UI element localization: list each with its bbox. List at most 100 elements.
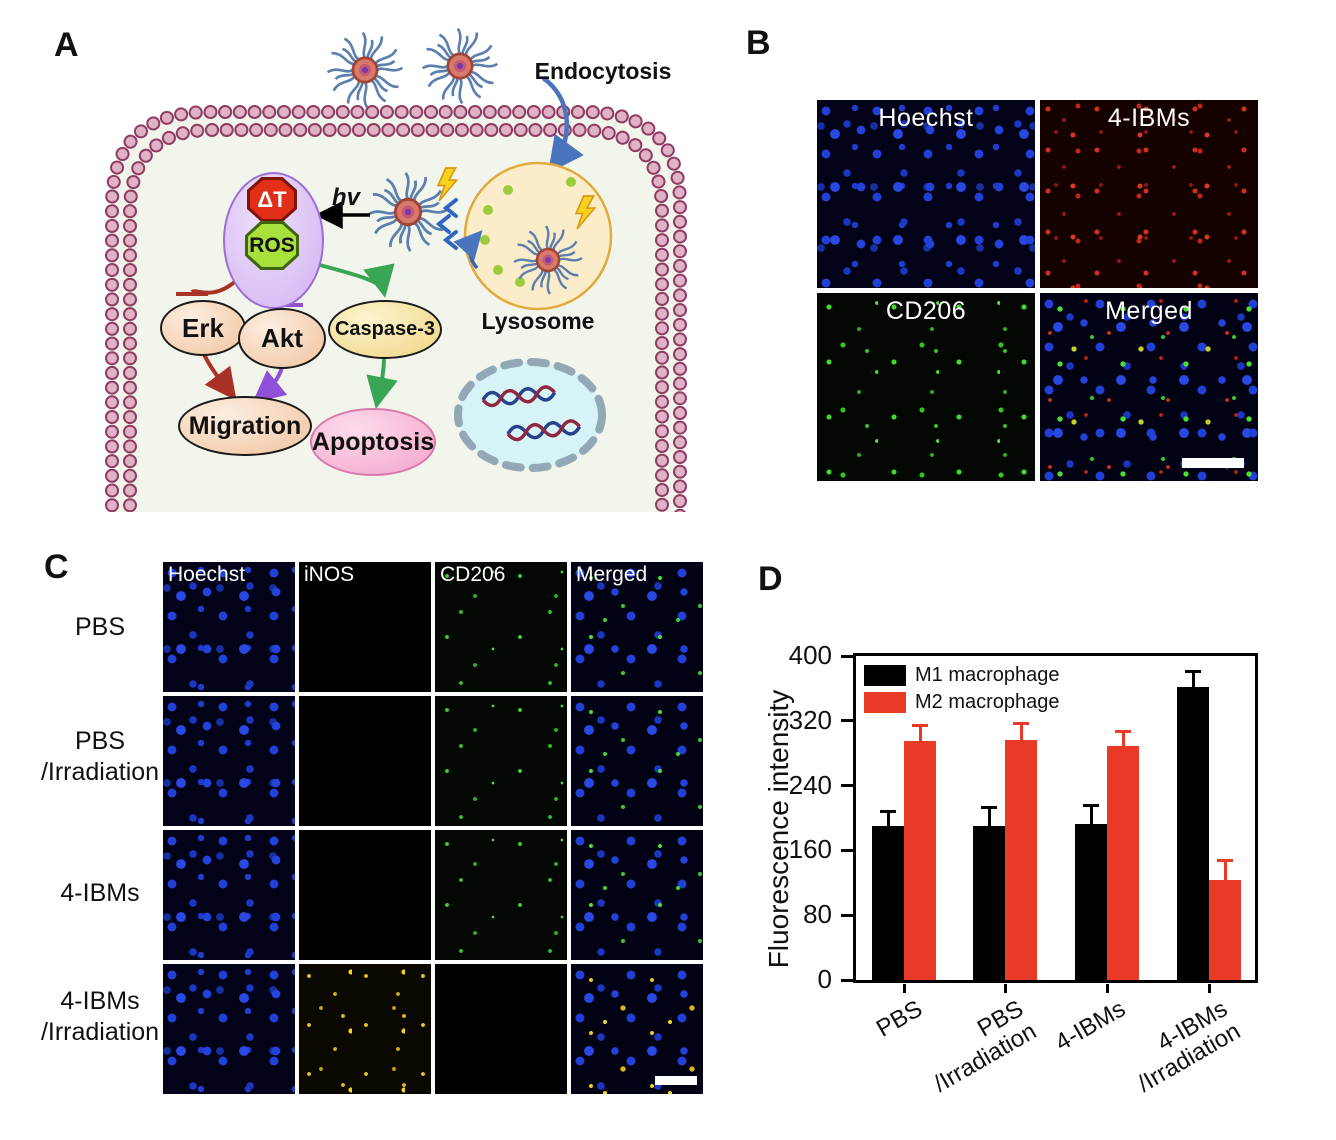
bar-m2-cat3 bbox=[1209, 880, 1241, 980]
y-axis-tick-label: 320 bbox=[788, 704, 832, 735]
c-cell-4ibmsirr-hoechst bbox=[163, 964, 295, 1094]
c-cell-4ibmsirr-cd206 bbox=[435, 964, 567, 1094]
bar-m2-cat1 bbox=[1005, 740, 1037, 980]
b-image-cd206: CD206 bbox=[817, 293, 1035, 481]
x-axis-tick bbox=[1003, 984, 1007, 993]
error-bar-cap bbox=[1217, 859, 1233, 862]
c-cell-4ibms-hoechst bbox=[163, 830, 295, 960]
delta-t-octagon: ΔT bbox=[247, 177, 297, 222]
panel-d-label: D bbox=[758, 560, 783, 598]
error-bar-stem bbox=[1121, 731, 1125, 746]
scale-bar bbox=[655, 1076, 697, 1085]
migration-node: Migration bbox=[178, 396, 312, 456]
c-cell-pbs-merged: Merged bbox=[571, 562, 703, 692]
bar-m1-cat0 bbox=[872, 826, 904, 980]
cell-membrane bbox=[105, 105, 687, 512]
y-axis-tick bbox=[841, 913, 853, 917]
c-cell-4ibms-merged bbox=[571, 830, 703, 960]
y-axis-tick-label: 0 bbox=[817, 964, 832, 994]
lysosome-contents bbox=[453, 177, 596, 296]
apoptosis-node: Apoptosis bbox=[310, 408, 436, 476]
cell-schematic-panel: ΔT ROS Erk Akt Caspase-3 Migration Apopt… bbox=[40, 20, 720, 512]
c-col-header-cd206: CD206 bbox=[440, 563, 506, 586]
c-cell-4ibms-cd206 bbox=[435, 830, 567, 960]
bar-m2-cat2 bbox=[1107, 746, 1139, 980]
y-axis-tick bbox=[841, 848, 853, 852]
endocytosis-arrow bbox=[541, 76, 584, 174]
c-row-label-4ibms: 4-IBMs bbox=[60, 879, 140, 907]
y-axis-tick bbox=[841, 719, 853, 723]
c-cell-pbsirr-merged bbox=[571, 696, 703, 826]
legend-item-m1: M1 macrophage bbox=[864, 663, 1060, 687]
scale-bar bbox=[1182, 458, 1244, 468]
nanoparticle-icon bbox=[326, 31, 404, 109]
panel-c-label: C bbox=[44, 548, 69, 586]
bar-m1-cat3 bbox=[1177, 687, 1209, 980]
y-axis-tick bbox=[841, 784, 853, 788]
nucleus bbox=[454, 358, 606, 472]
c-col-header-inos: iNOS bbox=[304, 563, 355, 586]
error-bar-cap bbox=[880, 810, 896, 813]
y-axis-tick bbox=[841, 978, 853, 982]
b-cd206-label: CD206 bbox=[885, 297, 967, 325]
c-cell-4ibmsirr-inos bbox=[299, 964, 431, 1094]
endocytosis-label: Endocytosis bbox=[534, 58, 672, 84]
error-bar-cap bbox=[1185, 670, 1201, 673]
x-axis-tick bbox=[902, 984, 906, 993]
nanoparticle-icon bbox=[421, 27, 499, 105]
dna-icon bbox=[481, 385, 557, 408]
error-bar-stem bbox=[1019, 723, 1023, 740]
error-bar-stem bbox=[987, 807, 991, 826]
b-merged-label: Merged bbox=[1105, 297, 1193, 325]
y-axis-tick bbox=[841, 654, 853, 658]
bar-m2-cat0 bbox=[904, 741, 936, 980]
delta-t-label: ΔT bbox=[250, 180, 294, 219]
m2-swatch bbox=[864, 691, 906, 713]
ros-octagon: ROS bbox=[245, 221, 299, 270]
bar-chart-plot-area bbox=[853, 653, 1258, 983]
dna-icon bbox=[506, 419, 582, 442]
c-row-label-pbs: PBS bbox=[74, 613, 126, 641]
b-image-4ibms: 4-IBMs bbox=[1040, 100, 1258, 288]
bar-m1-cat2 bbox=[1075, 824, 1107, 980]
c-cell-4ibms-inos bbox=[299, 830, 431, 960]
m1-legend-label: M1 macrophage bbox=[915, 663, 1060, 686]
b-hoechst-label: Hoechst bbox=[878, 104, 974, 132]
c-row-label-pbs-irradiation: PBS /Irradiation bbox=[40, 727, 160, 786]
c-row-label-4ibms-irradiation: 4-IBMs /Irradiation bbox=[40, 987, 160, 1046]
hv-label: hv bbox=[332, 184, 361, 211]
c-cell-pbs-cd206: CD206 bbox=[435, 562, 567, 692]
c-cell-pbsirr-inos bbox=[299, 696, 431, 826]
erk-node: Erk bbox=[160, 300, 246, 356]
legend-item-m2: M2 macrophage bbox=[864, 690, 1060, 714]
akt-node: Akt bbox=[238, 308, 326, 369]
c-cell-4ibmsirr-merged bbox=[571, 964, 703, 1094]
caspase3-node: Caspase-3 bbox=[328, 300, 442, 359]
b-image-merged: Merged bbox=[1040, 293, 1258, 481]
error-bar-cap bbox=[1083, 804, 1099, 807]
y-axis-tick-label: 400 bbox=[788, 640, 832, 670]
error-bar-stem bbox=[886, 811, 890, 826]
ros-label: ROS bbox=[248, 224, 296, 267]
error-bar-cap bbox=[1013, 722, 1029, 725]
error-bar-cap bbox=[912, 724, 928, 727]
m1-swatch bbox=[864, 664, 906, 686]
error-bar-stem bbox=[1191, 671, 1195, 687]
c-col-header-merged: Merged bbox=[576, 563, 648, 586]
panel-b-label: B bbox=[746, 24, 771, 62]
error-bar-cap bbox=[981, 806, 997, 809]
lysosome-label: Lysosome bbox=[481, 308, 595, 334]
x-axis-tick bbox=[1207, 984, 1211, 993]
c-cell-pbs-inos: iNOS bbox=[299, 562, 431, 692]
y-axis-tick-label: 240 bbox=[788, 769, 832, 800]
b-4ibms-label: 4-IBMs bbox=[1107, 104, 1191, 132]
error-bar-stem bbox=[1089, 805, 1093, 824]
b-image-hoechst: Hoechst bbox=[817, 100, 1035, 288]
c-cell-pbsirr-cd206 bbox=[435, 696, 567, 826]
y-axis-tick-label: 80 bbox=[803, 899, 832, 930]
c-cell-pbs-hoechst: Hoechst bbox=[163, 562, 295, 692]
panel-a-label: A bbox=[54, 26, 79, 64]
y-axis-tick-label: 160 bbox=[788, 834, 832, 865]
bar-m1-cat1 bbox=[973, 826, 1005, 980]
